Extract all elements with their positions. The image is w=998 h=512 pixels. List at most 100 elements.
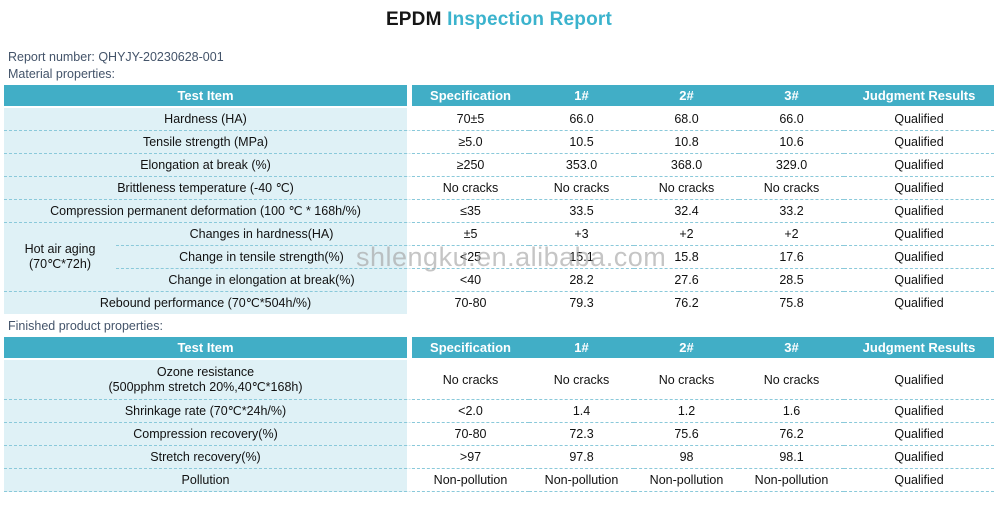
- header-sample-3: 3#: [739, 337, 845, 360]
- sample3-cell: 28.5: [739, 269, 845, 292]
- table-row: Elongation at break (%) ≥250 353.0 368.0…: [4, 154, 995, 177]
- header-judgment-results: Judgment Results: [844, 337, 995, 360]
- sample3-cell: 17.6: [739, 246, 845, 269]
- table-row: Hot air aging (70℃*72h) Changes in hardn…: [4, 223, 995, 292]
- table-row: Rebound performance (70℃*504h/%) 70-80 7…: [4, 292, 994, 314]
- sample3-cell: 329.0: [739, 154, 845, 177]
- spec-cell: 70±5: [412, 108, 530, 131]
- sample1-cell: 72.3: [529, 423, 635, 446]
- test-item-cell: Brittleness temperature (-40 ℃): [4, 177, 413, 200]
- table-row: Compression permanent deformation (100 ℃…: [4, 200, 995, 223]
- table-row: Compression recovery(%) 70-80 72.3 75.6 …: [4, 423, 995, 446]
- spec-cell: <2.0: [412, 400, 530, 423]
- sample2-cell: +2: [634, 223, 740, 246]
- test-item-cell: Elongation at break (%): [4, 154, 413, 177]
- test-item-cell: Hardness (HA): [4, 108, 413, 131]
- table-row: Change in tensile strength(%) <25 15.1 1…: [4, 246, 995, 269]
- header-test-item: Test Item: [4, 85, 413, 108]
- judgment-cell: Qualified: [844, 131, 995, 154]
- judgment-cell: Qualified: [844, 446, 995, 469]
- spec-cell: ≥5.0: [412, 131, 530, 154]
- header-sample-1: 1#: [529, 85, 635, 108]
- test-item-line2: (500pphm stretch 20%,40℃*168h): [108, 379, 303, 394]
- test-item-cell: Shrinkage rate (70℃*24h/%): [4, 400, 413, 423]
- sample2-cell: 76.2: [674, 296, 699, 310]
- header-sample-1: 1#: [529, 337, 635, 360]
- material-properties-label: Material properties:: [8, 67, 115, 81]
- header-sample-3: 3#: [739, 85, 845, 108]
- spec-cell: 70-80: [412, 423, 530, 446]
- sample1-cell: 97.8: [529, 446, 635, 469]
- sample1-cell: 33.5: [529, 200, 635, 223]
- spec-cell: Non-pollution: [412, 469, 530, 492]
- test-item-cell: Stretch recovery(%): [4, 446, 413, 469]
- judgment-cell: Qualified: [844, 177, 995, 200]
- sample2-cell: 32.4: [634, 200, 740, 223]
- header-judgment-results: Judgment Results: [844, 85, 995, 108]
- header-sample-2: 2#: [634, 337, 740, 360]
- spec-cell: <40: [412, 269, 530, 292]
- sample3-cell: 75.8: [779, 296, 804, 310]
- sample1-cell: Non-pollution: [529, 469, 635, 492]
- spec-cell: No cracks: [412, 177, 530, 200]
- table-row: Hardness (HA) 70±5 66.0 68.0 66.0 Qualif…: [4, 108, 995, 131]
- sample2-cell: 15.8: [634, 246, 740, 269]
- spec-cell: ±5: [412, 223, 530, 246]
- judgment-cell: Qualified: [844, 360, 995, 400]
- header-specification: Specification: [412, 85, 530, 108]
- finished-product-table: Test Item Specification 1# 2# 3# Judgmen…: [4, 337, 995, 492]
- spec-cell: No cracks: [412, 360, 530, 400]
- group-label-line2: (70℃*72h): [29, 257, 91, 271]
- report-number: Report number: QHYJY-20230628-001: [8, 50, 224, 64]
- finished-product-properties-label: Finished product properties:: [8, 319, 163, 333]
- test-item-cell: Compression permanent deformation (100 ℃…: [4, 200, 413, 223]
- sample1-cell: No cracks: [529, 360, 635, 400]
- judgment-cell: Qualified: [844, 154, 995, 177]
- table-row: Change in elongation at break(%) <40 28.…: [4, 269, 995, 292]
- judgment-cell: Qualified: [844, 108, 995, 131]
- spec-cell: ≤35: [412, 200, 530, 223]
- title-accent: Inspection Report: [447, 9, 613, 30]
- sample1-cell: 79.3: [569, 296, 594, 310]
- title-product-name: EPDM: [385, 9, 442, 30]
- sample1-cell: 353.0: [529, 154, 635, 177]
- judgment-cell: Qualified: [844, 269, 995, 292]
- sample3-cell: Non-pollution: [739, 469, 845, 492]
- judgment-cell: Qualified: [844, 400, 995, 423]
- judgment-cell: Qualified: [844, 423, 995, 446]
- sample2-cell: 1.2: [634, 400, 740, 423]
- judgment-cell: Qualified: [844, 469, 995, 492]
- sample3-cell: 76.2: [739, 423, 845, 446]
- test-item-cell: Ozone resistance (500pphm stretch 20%,40…: [4, 360, 413, 400]
- sample1-cell: 1.4: [529, 400, 635, 423]
- sample1-cell: 66.0: [529, 108, 635, 131]
- sample1-cell: No cracks: [529, 177, 635, 200]
- test-item-cell: Tensile strength (MPa): [4, 131, 413, 154]
- table-row: Ozone resistance (500pphm stretch 20%,40…: [4, 360, 995, 400]
- table-row: Tensile strength (MPa) ≥5.0 10.5 10.8 10…: [4, 131, 995, 154]
- judgment-cell: Qualified: [844, 246, 995, 269]
- spec-cell: ≥250: [412, 154, 530, 177]
- spec-cell: 70-80: [454, 296, 487, 310]
- test-item-line1: Ozone resistance: [156, 364, 255, 379]
- sample3-cell: No cracks: [739, 360, 845, 400]
- sample3-cell: 33.2: [739, 200, 845, 223]
- spec-cell: <25: [412, 246, 530, 269]
- judgment-cell: Qualified: [844, 223, 995, 246]
- group-label-line1: Hot air aging: [24, 242, 96, 256]
- test-item-cell: Rebound performance (70℃*504h/%): [4, 292, 413, 314]
- sample2-cell: 27.6: [634, 269, 740, 292]
- page-title: EPDM Inspection Report: [0, 9, 998, 31]
- sample3-cell: 1.6: [739, 400, 845, 423]
- test-item-cell: Compression recovery(%): [4, 423, 413, 446]
- sample2-cell: No cracks: [634, 177, 740, 200]
- sample2-cell: 68.0: [634, 108, 740, 131]
- header-test-item: Test Item: [4, 337, 413, 360]
- sample2-cell: 98: [634, 446, 740, 469]
- sample3-cell: No cracks: [739, 177, 845, 200]
- judgment-cell: Qualified: [894, 296, 944, 310]
- sample1-cell: +3: [529, 223, 635, 246]
- test-item-cell: Change in tensile strength(%): [116, 246, 413, 269]
- spec-cell: >97: [412, 446, 530, 469]
- test-item-cell: Changes in hardness(HA): [116, 223, 413, 246]
